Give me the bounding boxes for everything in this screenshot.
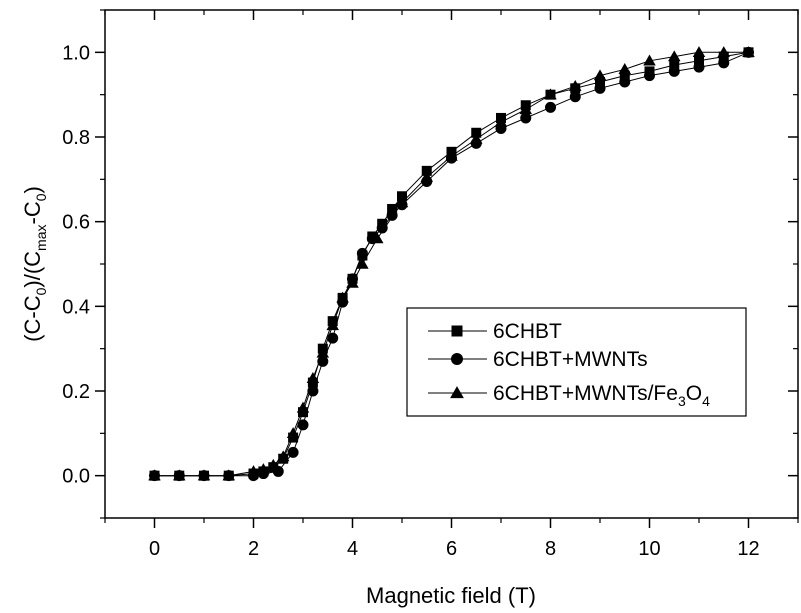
square-marker (421, 165, 432, 176)
triangle-marker (356, 257, 369, 269)
legend-label: 6CHBT+MWNTs/Fe3O4 (493, 382, 710, 409)
x-axis-title: Magnetic field (T) (366, 583, 536, 608)
circle-marker (376, 222, 388, 234)
triangle-marker (668, 50, 681, 62)
triangle-marker (420, 170, 433, 182)
x-tick-label: 0 (149, 538, 160, 560)
triangle-marker (742, 46, 755, 58)
triangle-marker (593, 69, 607, 81)
legend-label-part: 6CHBT+MWNTs/Fe (493, 382, 678, 405)
legend-label-part: O (686, 382, 702, 405)
y-tick-label: 1.0 (62, 42, 90, 64)
square-marker (694, 55, 704, 66)
triangle-marker (470, 132, 483, 144)
x-tick-label: 12 (737, 538, 759, 560)
x-tick-label: 10 (638, 538, 660, 560)
triangle-marker (519, 103, 532, 115)
y-title-part: -C (20, 201, 45, 224)
y-title-part: ) (20, 186, 45, 193)
triangle-marker (643, 54, 656, 66)
circle-marker (668, 65, 680, 77)
axes: 0 2 4 6 8 10 12 0.0 0.2 0.4 0.6 0.8 1.0 (62, 9, 799, 560)
x-tick-label: 8 (545, 538, 556, 560)
circle-marker (644, 70, 655, 82)
circle-marker (693, 61, 705, 73)
y-title-part: 0 (33, 193, 49, 201)
legend-label: 6CHBT (493, 320, 562, 343)
triangle-marker (336, 291, 349, 303)
series-triangle (148, 46, 755, 481)
y-title-part: )/(C (20, 251, 45, 288)
series-layer (148, 46, 755, 482)
triangle-marker (306, 372, 320, 383)
triangle-marker (395, 196, 409, 208)
triangle-marker (276, 450, 290, 462)
y-tick-label: 0.2 (62, 381, 90, 403)
legend-label-part: 4 (702, 393, 710, 409)
x-tick-label: 4 (347, 538, 358, 560)
triangle-marker (445, 149, 458, 161)
circle-marker (569, 91, 581, 103)
triangle-marker (148, 469, 161, 481)
triangle-marker (267, 458, 280, 470)
legend: 6CHBT 6CHBT+MWNTs 6CHBT+MWNTs/Fe3O4 (406, 307, 747, 417)
triangle-marker (247, 465, 260, 477)
square-marker (387, 203, 398, 214)
circle-marker (297, 419, 309, 431)
y-title-part: 0 (33, 287, 49, 295)
square-marker (595, 76, 605, 87)
circle-marker (619, 76, 631, 88)
triangle-marker (197, 469, 211, 481)
circle-marker (287, 446, 299, 458)
x-tick-label: 6 (446, 538, 457, 560)
y-title-part: max (33, 225, 49, 251)
triangle-marker (569, 79, 582, 91)
triangle-marker (717, 46, 730, 58)
circle-marker (718, 57, 730, 69)
square-marker (451, 325, 463, 337)
y-tick-label: 0.6 (62, 212, 90, 234)
triangle-marker (544, 88, 557, 100)
legend-label: 6CHBT+MWNTs (493, 348, 648, 371)
triangle-marker (296, 401, 310, 413)
square-marker (669, 60, 680, 71)
triangle-marker (316, 346, 330, 358)
triangle-marker (346, 276, 359, 288)
square-marker (619, 70, 630, 81)
circle-marker (327, 332, 339, 344)
y-tick-label: 0.0 (62, 466, 90, 488)
triangle-marker (692, 46, 706, 58)
triangle-marker (286, 427, 300, 439)
circle-marker (451, 353, 463, 365)
y-tick-label: 0.8 (62, 127, 90, 149)
triangle-marker (173, 469, 186, 481)
circle-marker (356, 247, 368, 259)
triangle-marker (618, 63, 631, 74)
triangle-marker (450, 386, 464, 399)
circle-marker (520, 112, 532, 124)
triangle-marker (326, 319, 339, 331)
y-title-part: (C-C (20, 295, 45, 342)
circle-marker (594, 82, 606, 94)
triangle-marker (222, 469, 235, 481)
triangle-marker (494, 115, 508, 127)
square-marker (397, 191, 407, 202)
circle-marker (545, 101, 556, 113)
triangle-marker (371, 232, 384, 244)
y-axis-title: (C-C0)/(Cmax-C0) (20, 186, 49, 342)
legend-label-part: 3 (678, 393, 686, 409)
plot-frame (104, 9, 799, 519)
circle-marker (307, 385, 319, 397)
triangle-marker (257, 463, 270, 475)
y-tick-label: 0.4 (62, 296, 90, 318)
x-tick-label: 2 (248, 538, 259, 560)
square-marker (471, 127, 482, 138)
